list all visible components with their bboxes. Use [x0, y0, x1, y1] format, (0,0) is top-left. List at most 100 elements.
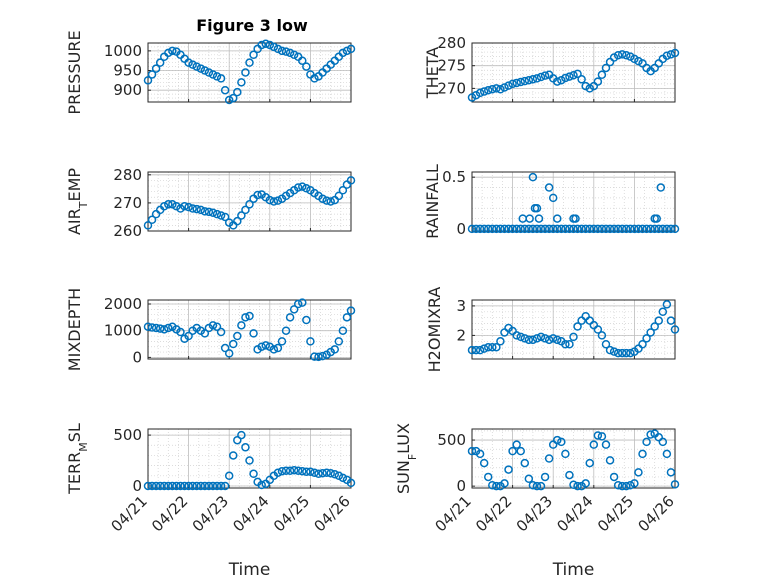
data-point [666, 50, 676, 59]
data-point [273, 44, 283, 54]
data-series [143, 176, 356, 230]
y-tick-label: 900 [113, 81, 142, 99]
data-series [143, 39, 356, 105]
data-point [658, 224, 668, 234]
y-tick-label: 0.5 [442, 168, 466, 186]
data-point [467, 224, 477, 234]
subplot-h2omixra: 2 3 H2OMIXRA [425, 287, 680, 372]
data-point [164, 48, 173, 58]
y-tick-label: 280 [113, 166, 142, 184]
data-point [524, 474, 534, 484]
y-axis-label-subscript: M [77, 442, 90, 452]
data-point [540, 71, 550, 80]
data-point [241, 313, 250, 322]
data-point [613, 224, 623, 234]
data-point [597, 331, 607, 340]
data-point [277, 466, 287, 476]
data-point [147, 323, 157, 332]
data-point [528, 335, 538, 345]
data-point [326, 197, 335, 206]
data-point [475, 449, 485, 459]
y-tick-label: 270 [437, 79, 466, 97]
data-point [249, 50, 258, 60]
data-point [670, 325, 680, 334]
data-point [548, 334, 558, 343]
data-point [528, 224, 538, 234]
data-point [593, 77, 603, 86]
data-point [500, 83, 509, 92]
data-point [151, 481, 161, 491]
data-point [277, 46, 287, 56]
data-point [245, 456, 254, 465]
data-point [589, 224, 599, 234]
data-point [605, 224, 615, 234]
data-point [577, 224, 586, 234]
data-point [534, 214, 544, 223]
data-point [224, 471, 234, 481]
data-point [540, 472, 550, 482]
data-point [528, 480, 538, 490]
data-point [504, 224, 513, 234]
axes-box [471, 171, 676, 232]
data-point [281, 326, 291, 335]
data-point [237, 430, 246, 440]
data-point [285, 313, 295, 322]
data-point [508, 79, 517, 89]
data-point [557, 224, 566, 234]
data-point [269, 345, 279, 354]
data-point [536, 332, 546, 342]
y-axis-label-rest: LUX [394, 423, 413, 454]
data-point [147, 481, 157, 491]
data-point [196, 481, 206, 491]
data-point [237, 211, 246, 220]
data-point [666, 224, 676, 234]
data-point [220, 343, 230, 353]
data-point [512, 331, 521, 340]
data-point [192, 481, 201, 491]
data-point [212, 72, 222, 81]
data-point [626, 348, 635, 358]
data-point [626, 480, 635, 490]
data-point [479, 87, 489, 96]
data-point [642, 334, 651, 343]
data-point [245, 200, 254, 209]
data-point [565, 470, 574, 480]
data-point [143, 221, 153, 230]
data-point [609, 347, 619, 356]
data-point [601, 340, 611, 349]
data-point [298, 298, 307, 307]
data-point [318, 351, 327, 361]
data-point [609, 224, 619, 234]
data-point [192, 62, 201, 71]
data-point [597, 432, 607, 441]
data-point [553, 214, 562, 223]
data-point [212, 322, 222, 331]
data-point [302, 315, 311, 325]
data-point [516, 224, 525, 234]
data-point [289, 50, 299, 60]
data-point [338, 326, 348, 335]
axes-box [147, 42, 352, 103]
data-point [233, 87, 242, 97]
data-point [237, 321, 246, 330]
data-point [326, 469, 335, 478]
y-axis-label: THETA [423, 47, 442, 99]
data-point [346, 478, 356, 488]
data-point [544, 454, 554, 463]
data-point [168, 481, 177, 491]
data-point [528, 75, 538, 84]
data-point [654, 224, 664, 234]
data-point [488, 224, 497, 234]
data-point [180, 481, 189, 491]
data-point [573, 481, 582, 491]
data-point [204, 481, 214, 491]
data-point [589, 440, 599, 449]
data-point [273, 468, 283, 477]
data-point [212, 209, 222, 219]
data-point [613, 348, 623, 358]
axes-box [471, 299, 676, 360]
data-point [245, 58, 254, 67]
data-point [666, 316, 676, 325]
y-axis-label-subscript: T [77, 201, 90, 209]
